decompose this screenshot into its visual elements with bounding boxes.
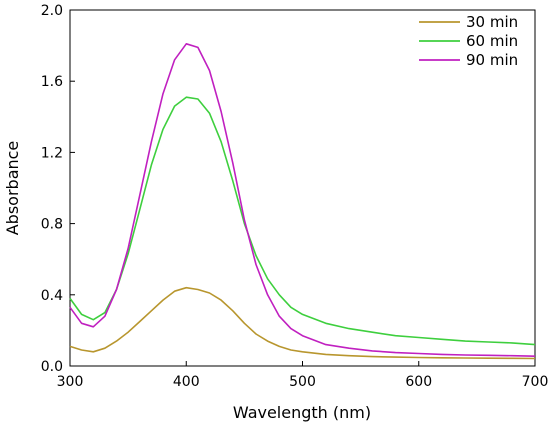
x-tick-label: 600: [405, 374, 432, 390]
x-tick-label: 400: [173, 374, 200, 390]
legend-label: 90 min: [466, 51, 518, 69]
y-tick-label: 1.6: [41, 74, 63, 90]
legend-label: 60 min: [466, 32, 518, 50]
x-tick-label: 700: [522, 374, 549, 390]
series-line-30-min: [69, 286, 536, 360]
x-axis-title: Wavelength (nm): [233, 403, 371, 422]
series-line-90-min: [69, 42, 536, 357]
y-tick-label: 0.4: [41, 288, 63, 304]
y-tick-label: 1.2: [41, 145, 63, 161]
series-line-60-min: [69, 96, 536, 346]
x-tick-label: 300: [57, 374, 84, 390]
y-tick-label: 0.0: [41, 359, 63, 375]
x-tick-label: 500: [289, 374, 316, 390]
legend-label: 30 min: [466, 13, 518, 31]
y-axis-title: Absorbance: [3, 141, 22, 236]
y-tick-label: 2.0: [41, 3, 63, 19]
y-tick-label: 0.8: [41, 217, 63, 233]
